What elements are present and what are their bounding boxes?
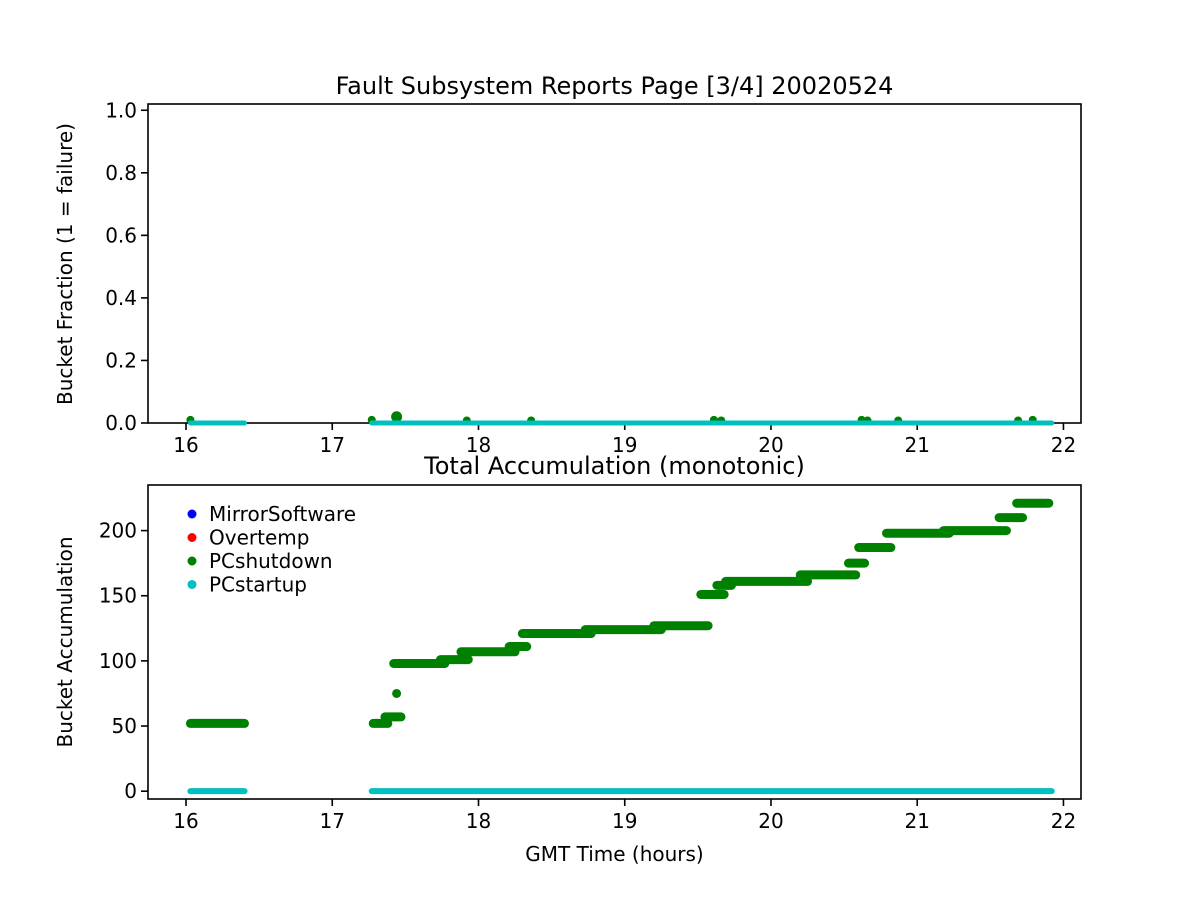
bottom-plot-frame — [147, 484, 1082, 800]
bottom-y-axis-label: Bucket Accumulation — [53, 536, 77, 747]
x-tick-label: 16 — [173, 433, 198, 457]
series-point-PCshutdown — [391, 411, 403, 423]
y-tick-label: 50 — [112, 714, 137, 738]
y-tick-label: 1.0 — [105, 98, 137, 122]
legend-label-MirrorSoftware: MirrorSoftware — [209, 502, 356, 526]
legend-label-PCshutdown: PCshutdown — [209, 549, 333, 573]
y-tick-label: 0 — [124, 779, 137, 803]
x-tick-label: 18 — [466, 809, 491, 833]
top-chart-title: Fault Subsystem Reports Page [3/4] 20020… — [336, 72, 894, 100]
top-plot-frame — [147, 103, 1082, 424]
x-tick-label: 19 — [612, 433, 637, 457]
legend-label-Overtemp: Overtemp — [209, 526, 309, 550]
x-tick-label: 22 — [1051, 809, 1076, 833]
y-tick-label: 100 — [99, 649, 137, 673]
legend-marker-PCstartup — [187, 580, 197, 589]
x-axis-label: GMT Time (hours) — [525, 842, 703, 866]
x-tick-label: 22 — [1051, 433, 1076, 457]
top-data-series — [186, 411, 1055, 426]
bottom-data-series — [185, 498, 1055, 795]
legend-label-PCstartup: PCstartup — [209, 573, 307, 597]
legend-marker-MirrorSoftware — [187, 509, 197, 519]
legend-marker-PCshutdown — [187, 556, 197, 566]
x-tick-label: 17 — [320, 433, 345, 457]
top-axis-ticks: 16 17 18 19 20 21 22 0.0 0.2 0.4 0.6 0.8 1.0 — [105, 98, 1076, 457]
x-tick-label: 21 — [904, 433, 929, 457]
x-tick-label: 20 — [758, 433, 783, 457]
x-tick-label: 18 — [466, 433, 491, 457]
x-tick-label: 16 — [173, 809, 198, 833]
x-tick-label: 20 — [758, 809, 783, 833]
x-tick-label: 19 — [612, 809, 637, 833]
legend-marker-Overtemp — [187, 533, 197, 542]
y-tick-label: 0.8 — [105, 161, 137, 185]
top-y-axis-label: Bucket Fraction (1 = failure) — [53, 123, 77, 405]
y-tick-label: 0.0 — [105, 411, 137, 435]
y-tick-label: 0.4 — [105, 286, 137, 310]
y-tick-label: 0.2 — [105, 348, 137, 372]
x-tick-label: 17 — [320, 809, 345, 833]
bottom-axis-ticks: 16 17 18 19 20 21 22 0 50 100 150 200 — [99, 519, 1076, 833]
series-point-PCshutdown — [392, 688, 402, 698]
x-tick-label: 21 — [904, 809, 929, 833]
y-tick-label: 150 — [99, 584, 137, 608]
bottom-chart-title: Total Accumulation (monotonic) — [423, 452, 805, 480]
y-tick-label: 0.6 — [105, 223, 137, 247]
y-tick-label: 200 — [99, 519, 137, 543]
legend: MirrorSoftwareOvertempPCshutdownPCstartu… — [187, 502, 356, 597]
